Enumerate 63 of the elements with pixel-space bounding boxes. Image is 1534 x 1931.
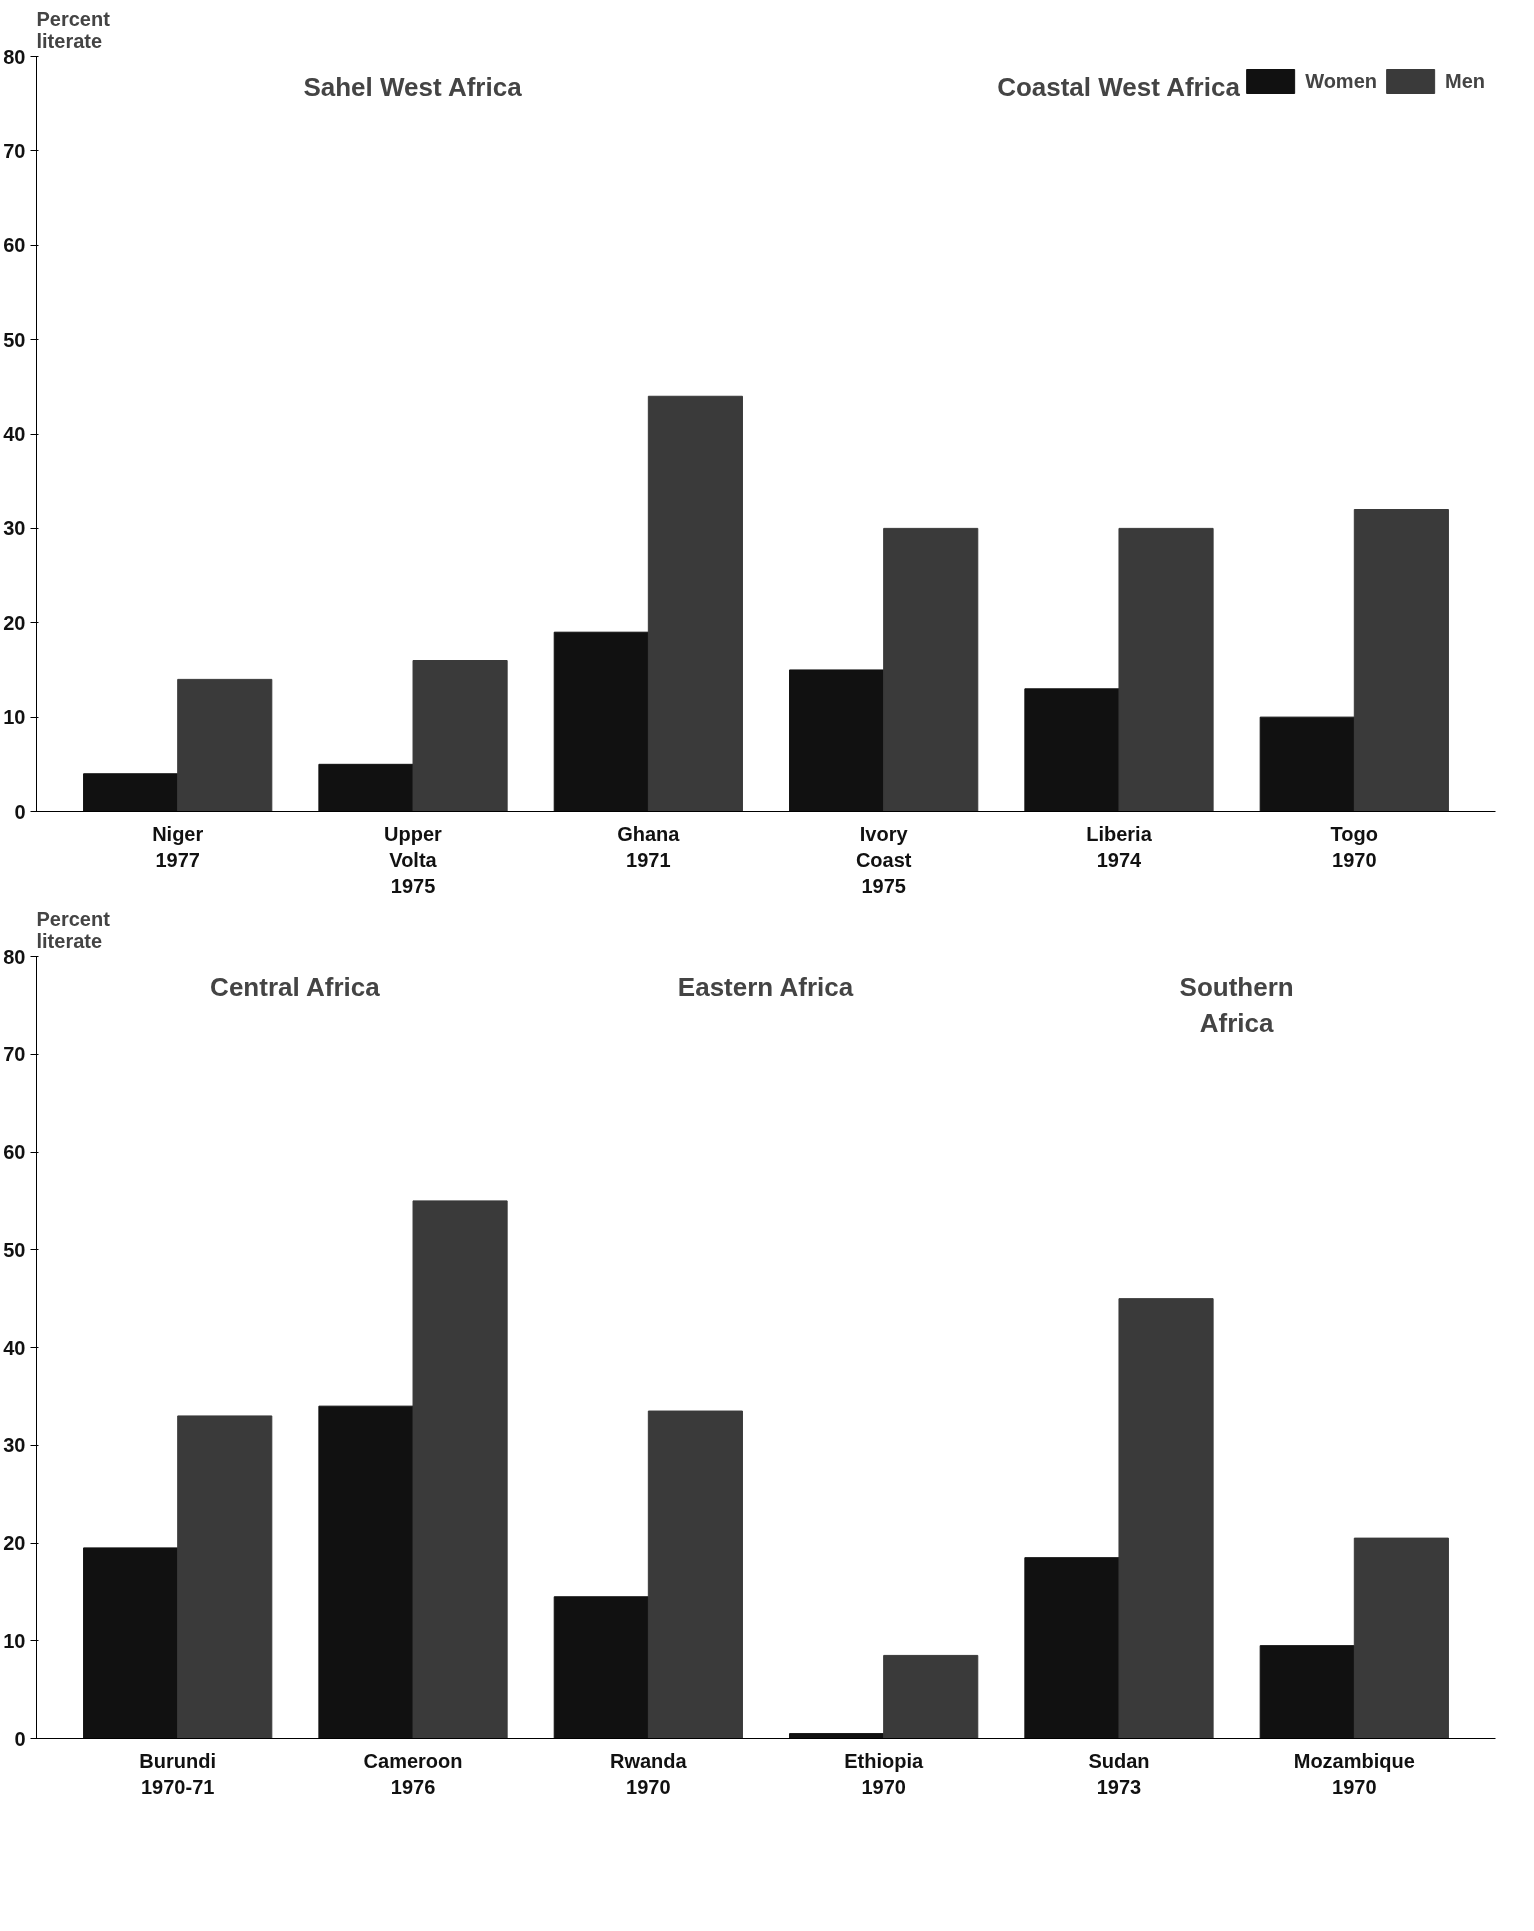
bar [83, 773, 179, 812]
y-tick-label: 40 [3, 423, 26, 445]
bar [318, 763, 414, 812]
legend-label: Women [1305, 69, 1377, 93]
y-tick-label: 60 [3, 234, 26, 257]
x-tick-label: Sudan 1973 [1088, 1749, 1150, 1798]
x-tick-label: Niger 1977 [152, 822, 204, 871]
x-tick-label: Ghana 1971 [617, 822, 681, 871]
y-tick-label: 70 [3, 139, 26, 162]
y-tick-label: 30 [3, 517, 26, 540]
y-tick-label: 70 [3, 1043, 26, 1066]
bar [1259, 716, 1355, 812]
y-tick-label: 30 [3, 1434, 26, 1457]
x-tick-label: Ethiopia 1970 [844, 1749, 924, 1798]
bar [412, 660, 508, 812]
x-tick-label: Cameroon 1976 [363, 1749, 463, 1798]
y-tick-label: 60 [3, 1141, 26, 1163]
bar [1024, 688, 1120, 812]
y-axis-title: Percent literate [36, 907, 111, 952]
y-tick-label: 10 [3, 706, 26, 729]
bar [553, 631, 649, 812]
bar [883, 527, 979, 812]
bar [318, 1405, 414, 1739]
legend-label: Men [1445, 69, 1485, 93]
bar [1024, 1557, 1120, 1739]
x-tick-label: Burundi 1970-71 [139, 1749, 217, 1798]
x-tick-label: Togo 1970 [1330, 822, 1379, 871]
y-tick-label: 0 [14, 1727, 26, 1750]
y-tick-label: 80 [3, 45, 26, 68]
y-tick-label: 50 [3, 328, 26, 351]
annotation: Eastern Africa [677, 972, 854, 1003]
bar [177, 678, 273, 812]
y-tick-label: 20 [3, 611, 26, 634]
bar [553, 1596, 649, 1739]
bar [1353, 509, 1449, 812]
bar [1118, 527, 1214, 812]
bar [789, 1733, 885, 1739]
y-tick-label: 20 [3, 1532, 26, 1554]
y-tick-label: 10 [3, 1629, 26, 1652]
y-tick-label: 80 [3, 945, 26, 968]
annotation: Central Africa [210, 972, 381, 1003]
y-axis-title: Percent literate [36, 7, 111, 52]
bar [789, 669, 885, 812]
bar [647, 1410, 743, 1739]
bar [1259, 1645, 1355, 1739]
bar [83, 1547, 179, 1739]
annotation: Coastal West Africa [997, 71, 1241, 102]
y-tick-label: 50 [3, 1238, 26, 1261]
bar [177, 1415, 273, 1739]
bar [1353, 1537, 1449, 1739]
x-tick-label: Upper Volta 1975 [384, 822, 443, 898]
bar [412, 1200, 508, 1739]
x-tick-label: Rwanda 1970 [610, 1749, 688, 1798]
x-tick-label: Mozambique 1970 [1293, 1749, 1415, 1798]
bar [1118, 1298, 1214, 1739]
x-tick-label: Liberia 1974 [1086, 822, 1153, 871]
x-tick-label: Ivory Coast 1975 [855, 822, 912, 898]
annotation: Sahel West Africa [303, 71, 523, 102]
y-tick-label: 0 [14, 800, 26, 823]
y-tick-label: 40 [3, 1336, 26, 1359]
bar [647, 395, 743, 812]
annotation: Southern Africa [1179, 972, 1294, 1039]
bar [883, 1654, 979, 1739]
